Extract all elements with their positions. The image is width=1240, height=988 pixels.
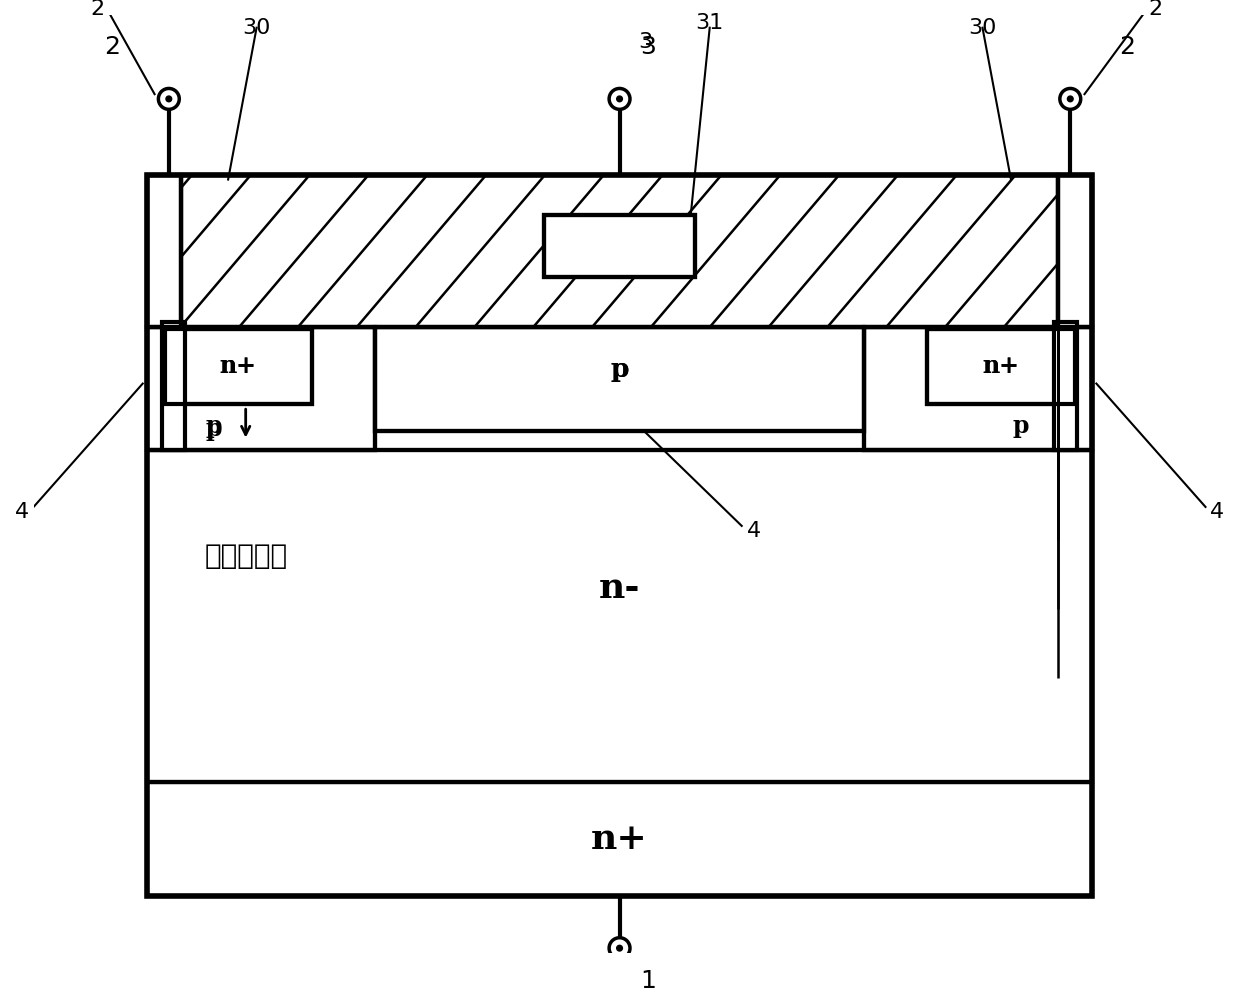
Text: 31: 31 xyxy=(696,13,724,33)
Circle shape xyxy=(166,96,171,102)
Bar xyxy=(1059,175,1091,327)
Bar xyxy=(928,329,1075,404)
Circle shape xyxy=(616,96,622,102)
Text: 30: 30 xyxy=(968,18,997,38)
Bar xyxy=(161,322,186,450)
Bar xyxy=(376,327,864,431)
Circle shape xyxy=(616,946,622,951)
Text: n+: n+ xyxy=(219,355,257,378)
Bar xyxy=(148,175,181,327)
Text: 2: 2 xyxy=(1120,35,1135,58)
Text: p: p xyxy=(206,417,222,441)
Bar xyxy=(928,329,1075,404)
Bar xyxy=(148,450,1091,782)
Text: 30: 30 xyxy=(242,18,270,38)
Text: 2: 2 xyxy=(1148,0,1163,19)
Text: n+: n+ xyxy=(219,355,257,378)
Text: p: p xyxy=(206,414,222,439)
Bar xyxy=(864,327,1091,450)
Text: p: p xyxy=(610,357,629,381)
Circle shape xyxy=(1068,96,1073,102)
Bar xyxy=(148,175,181,327)
Text: n+: n+ xyxy=(982,355,1019,378)
Bar xyxy=(543,215,696,277)
Text: p: p xyxy=(1012,414,1029,439)
Bar xyxy=(165,329,311,404)
Text: 3: 3 xyxy=(640,35,656,58)
Text: n+: n+ xyxy=(591,822,649,856)
Bar xyxy=(148,782,1091,896)
Bar xyxy=(1059,175,1091,327)
Bar xyxy=(543,215,696,277)
Bar xyxy=(864,327,1091,450)
Text: 3: 3 xyxy=(639,32,652,52)
Text: 2: 2 xyxy=(91,0,104,19)
Text: 4: 4 xyxy=(746,521,760,540)
Text: n-: n- xyxy=(599,571,640,605)
Bar xyxy=(148,327,376,450)
Text: p: p xyxy=(610,357,629,381)
Bar xyxy=(148,327,376,450)
Text: 4: 4 xyxy=(15,502,29,522)
Bar xyxy=(376,327,864,431)
Text: 2: 2 xyxy=(104,35,120,58)
Bar xyxy=(1054,322,1078,450)
Text: 4: 4 xyxy=(1210,502,1224,522)
Bar xyxy=(165,329,311,404)
Bar xyxy=(181,175,1059,327)
Bar xyxy=(148,175,1091,896)
Text: 寄生三极管: 寄生三极管 xyxy=(205,542,288,570)
Bar xyxy=(181,175,1059,327)
Text: n+: n+ xyxy=(982,355,1019,378)
Text: 1: 1 xyxy=(640,969,656,988)
